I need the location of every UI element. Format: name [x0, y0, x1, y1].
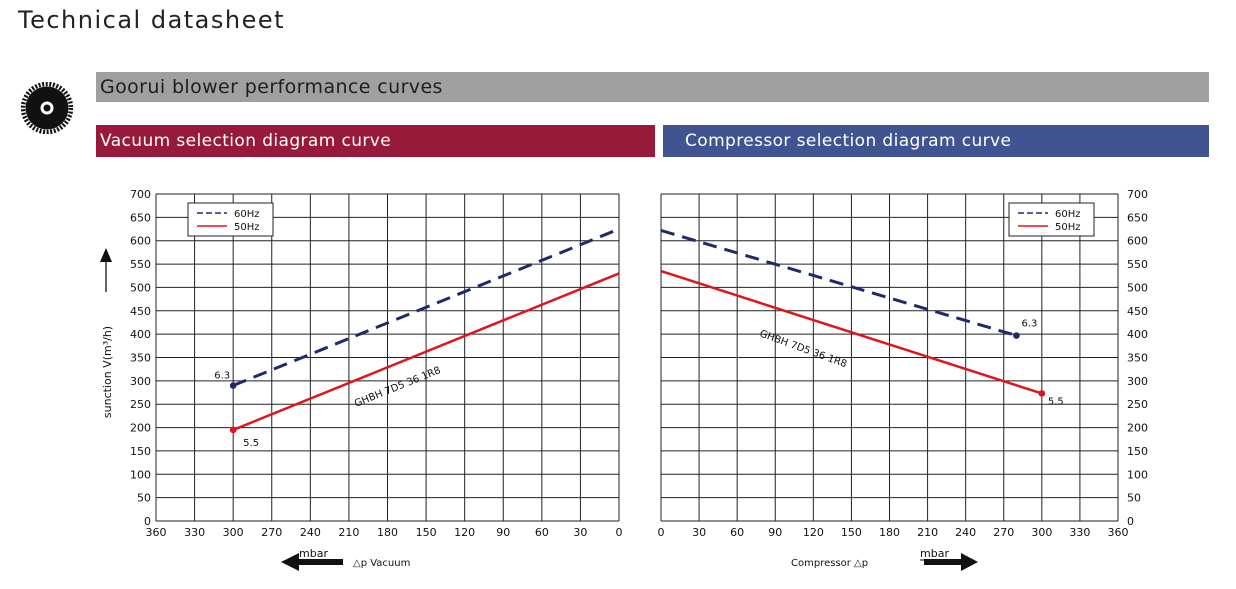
- compressor-y-tick-label: 550: [1127, 258, 1148, 271]
- compressor-axis-unit: mbar: [920, 547, 949, 560]
- arrow-left-icon: [281, 553, 343, 571]
- vacuum-legend-label: 50Hz: [234, 222, 260, 233]
- vacuum-y-tick-label: 150: [130, 445, 151, 458]
- vacuum-x-tick-label: 180: [377, 526, 398, 539]
- vacuum-x-tick-label: 30: [573, 526, 587, 539]
- compressor-series-endpoint-50Hz: [1038, 390, 1046, 397]
- compressor-end-label-60Hz: 6.3: [1021, 319, 1037, 330]
- compressor-x-tick-label: 30: [692, 526, 706, 539]
- compressor-y-tick-label: 200: [1127, 422, 1148, 435]
- vacuum-end-label-50Hz: 5.5: [243, 438, 259, 449]
- vacuum-end-label-60Hz: 6.3: [214, 371, 230, 382]
- compressor-series-endpoint-60Hz: [1013, 332, 1020, 339]
- vacuum-y-tick-label: 550: [130, 258, 151, 271]
- compressor-legend-label: 50Hz: [1055, 222, 1081, 233]
- compressor-legend-label: 60Hz: [1055, 209, 1081, 220]
- vacuum-y-tick-label: 450: [130, 305, 151, 318]
- compressor-y-tick-label: 50: [1127, 492, 1141, 505]
- page-title: Technical datasheet: [18, 6, 286, 34]
- compressor-panel-header: Compressor selection diagram curve: [663, 125, 1209, 157]
- compressor-x-tick-label: 120: [803, 526, 824, 539]
- compressor-legend-box: [1008, 202, 1095, 237]
- vacuum-y-tick-label: 300: [130, 375, 151, 388]
- vacuum-legend-label: 60Hz: [234, 209, 260, 220]
- compressor-axis-label: Compressor △p: [791, 558, 868, 569]
- compressor-y-tick-label: 650: [1127, 211, 1148, 224]
- vacuum-x-tick-label: 330: [184, 526, 205, 539]
- compressor-x-tick-label: 300: [1031, 526, 1052, 539]
- compressor-x-tick-label: 360: [1108, 526, 1129, 539]
- vacuum-y-tick-label: 100: [130, 468, 151, 481]
- y-axis-label: sunction V(m³/h): [101, 326, 114, 418]
- compressor-x-tick-label: 90: [768, 526, 782, 539]
- vacuum-series-line-60Hz: [232, 227, 620, 387]
- vacuum-y-tick-label: 250: [130, 398, 151, 411]
- compressor-y-tick-label: 0: [1127, 515, 1134, 528]
- vacuum-x-tick-label: 210: [338, 526, 359, 539]
- compressor-x-tick-label: 270: [993, 526, 1014, 539]
- compressor-y-tick-label: 400: [1127, 328, 1148, 341]
- arrow-right-icon: [924, 553, 978, 571]
- vacuum-x-tick-label: 60: [535, 526, 549, 539]
- compressor-y-tick-label: 350: [1127, 352, 1148, 365]
- vacuum-x-tick-label: 270: [261, 526, 282, 539]
- vacuum-x-tick-label: 300: [223, 526, 244, 539]
- compressor-y-tick-label: 250: [1127, 398, 1148, 411]
- compressor-y-tick-label: 150: [1127, 445, 1148, 458]
- compressor-series-line-50Hz: [660, 269, 1043, 395]
- vacuum-x-tick-label: 240: [300, 526, 321, 539]
- vacuum-y-tick-label: 500: [130, 281, 151, 294]
- blower-wheel-icon: [21, 82, 73, 134]
- compressor-x-tick-label: 0: [658, 526, 665, 539]
- arrow-up-icon-head: [100, 248, 112, 262]
- vacuum-y-tick-label: 50: [137, 492, 151, 505]
- compressor-model-label: GHBH 7D5 36 1R8: [758, 328, 848, 370]
- compressor-x-tick-label: 240: [955, 526, 976, 539]
- vacuum-axis-unit: mbar: [299, 547, 328, 560]
- compressor-series-line-60Hz: [660, 228, 1017, 337]
- compressor-y-tick-label: 500: [1127, 281, 1148, 294]
- compressor-x-tick-label: 330: [1069, 526, 1090, 539]
- vacuum-x-tick-label: 90: [496, 526, 510, 539]
- compressor-y-tick-label: 450: [1127, 305, 1148, 318]
- vacuum-series-endpoint-60Hz: [229, 382, 237, 389]
- vacuum-axis-label: △p Vacuum: [353, 558, 410, 569]
- compressor-x-tick-label: 180: [879, 526, 900, 539]
- compressor-y-tick-label: 300: [1127, 375, 1148, 388]
- compressor-x-tick-label: 210: [917, 526, 938, 539]
- compressor-y-tick-label: 700: [1127, 188, 1148, 201]
- vacuum-legend-box: [187, 202, 274, 237]
- vacuum-y-tick-label: 650: [130, 211, 151, 224]
- compressor-end-label-50Hz: 5.5: [1048, 396, 1064, 407]
- vacuum-series-endpoint-50Hz: [229, 426, 237, 434]
- vacuum-x-tick-label: 360: [146, 526, 167, 539]
- compressor-x-tick-label: 150: [841, 526, 862, 539]
- vacuum-y-tick-label: 600: [130, 235, 151, 248]
- vacuum-model-label: GHBH 7D5 36 1R8: [353, 365, 442, 410]
- vacuum-series-line-50Hz: [232, 272, 620, 432]
- vacuum-panel-header: Vacuum selection diagram curve: [96, 125, 655, 157]
- vacuum-x-tick-label: 120: [454, 526, 475, 539]
- vacuum-y-tick-label: 350: [130, 352, 151, 365]
- compressor-y-tick-label: 600: [1127, 235, 1148, 248]
- section-header: Goorui blower performance curves: [96, 72, 1209, 102]
- compressor-x-tick-label: 60: [730, 526, 744, 539]
- vacuum-y-tick-label: 400: [130, 328, 151, 341]
- compressor-y-tick-label: 100: [1127, 468, 1148, 481]
- vacuum-y-tick-label: 200: [130, 422, 151, 435]
- vacuum-y-tick-label: 700: [130, 188, 151, 201]
- vacuum-x-tick-label: 0: [616, 526, 623, 539]
- vacuum-x-tick-label: 150: [416, 526, 437, 539]
- vacuum-y-tick-label: 0: [144, 515, 151, 528]
